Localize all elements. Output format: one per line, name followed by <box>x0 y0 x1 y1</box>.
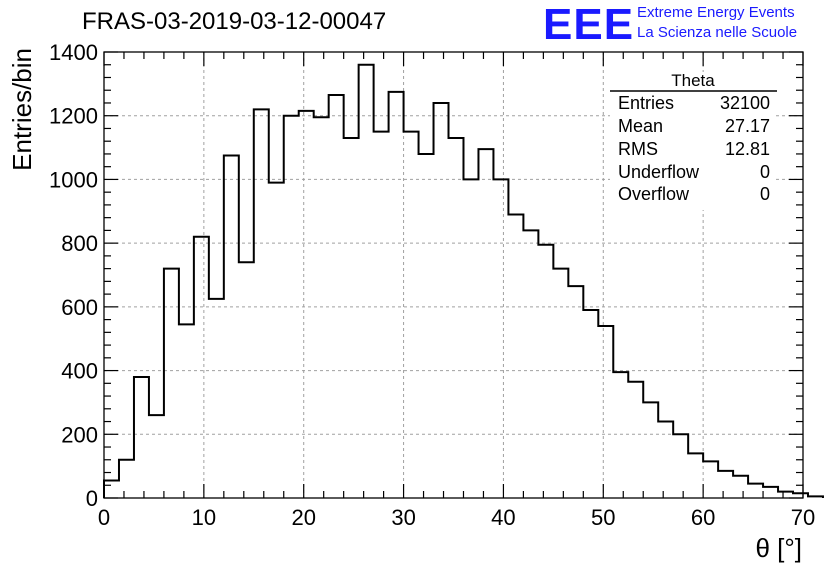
histogram-bin <box>299 111 314 498</box>
histogram-bin <box>523 230 538 498</box>
x-axis-title: θ [°] <box>755 533 802 563</box>
histogram-bin <box>673 434 688 498</box>
histogram-bin <box>763 487 778 498</box>
y-tick-label: 1000 <box>49 167 98 192</box>
histogram-bin <box>808 496 823 498</box>
histogram-bin <box>329 95 344 498</box>
histogram-bin <box>508 214 523 498</box>
y-axis-title: Entries/bin <box>7 48 37 171</box>
histogram-bin <box>718 471 733 498</box>
stats-box <box>610 72 776 210</box>
histogram-bin <box>134 377 149 498</box>
y-tick-label: 800 <box>61 231 98 256</box>
histogram-bin <box>449 138 464 498</box>
histogram-bin <box>419 154 434 498</box>
histogram-bin <box>493 179 508 498</box>
histogram-bin <box>314 117 329 498</box>
histogram-bin <box>434 103 449 498</box>
x-tick-label: 30 <box>391 505 415 530</box>
run-title: FRAS-03-2019-03-12-00047 <box>82 8 387 35</box>
stats-key: Overflow <box>618 184 690 204</box>
histogram-outline <box>103 63 824 498</box>
histogram-bin <box>688 453 703 498</box>
logo-line-2: La Scienza nelle Scuole <box>637 24 798 41</box>
histogram-bin <box>583 310 598 498</box>
logo-line-1: Extreme Energy Events <box>637 4 795 21</box>
stats-title: Theta <box>671 71 715 90</box>
stats-value: 0 <box>759 162 770 182</box>
y-tick-label: 200 <box>61 422 98 447</box>
y-tick-label: 1400 <box>49 40 98 65</box>
histogram-bin <box>733 476 748 498</box>
stats-row-underflow: Underflow 0 <box>618 162 770 184</box>
x-tick-label: 50 <box>591 505 615 530</box>
histogram-bin <box>613 372 628 498</box>
histogram-bin <box>643 402 658 498</box>
histogram-bin <box>404 132 419 498</box>
histogram-bin <box>179 324 194 498</box>
x-tick-label: 70 <box>791 505 815 530</box>
histogram-bin <box>553 269 568 498</box>
stats-value: 27.17 <box>724 116 770 136</box>
histogram-bin <box>239 262 254 498</box>
eee-logo-mark: EEE <box>543 0 635 49</box>
stats-row-mean: Mean 27.17 <box>618 116 770 138</box>
histogram-bin <box>538 245 553 498</box>
y-tick-label: 1200 <box>49 104 98 129</box>
histogram-bin <box>269 183 284 498</box>
histogram-bin <box>703 461 718 498</box>
y-tick-label: 400 <box>61 359 98 384</box>
x-tick-label: 40 <box>491 505 515 530</box>
histogram-bin <box>254 109 269 498</box>
histogram-bin <box>568 286 583 498</box>
stats-value: 12.81 <box>724 139 770 159</box>
histogram-bin <box>359 65 374 498</box>
plot-frame <box>103 51 804 499</box>
histogram-bin <box>748 484 763 498</box>
histogram-bin <box>374 132 389 498</box>
histogram-bin <box>658 422 673 498</box>
stats-value: 0 <box>759 184 770 204</box>
histogram-bin <box>344 138 359 498</box>
stats-value: 32100 <box>719 93 770 113</box>
histogram-bin <box>164 269 179 498</box>
x-tick-label: 10 <box>192 505 216 530</box>
stats-row-rms: RMS 12.81 <box>618 139 770 161</box>
y-tick-label: 600 <box>61 295 98 320</box>
stats-key: Underflow <box>618 162 700 182</box>
y-tick-label: 0 <box>86 486 98 511</box>
histogram-bars <box>103 63 824 498</box>
tick-labels: 0 10 20 30 40 50 60 70 0 200 400 600 800 1000 1200 1400 <box>49 40 815 530</box>
histogram-bin <box>194 237 209 498</box>
stats-key: Entries <box>618 93 675 113</box>
histogram-bin <box>463 179 478 498</box>
histogram-bin <box>389 92 404 498</box>
histogram-bin <box>119 460 134 498</box>
histogram-bin <box>224 156 239 498</box>
stats-key: Mean <box>618 116 664 136</box>
x-tick-label: 20 <box>291 505 315 530</box>
x-tick-label: 0 <box>98 505 110 530</box>
x-tick-label: 60 <box>691 505 715 530</box>
stats-row-entries: Entries 32100 <box>618 93 770 115</box>
histogram-bin <box>209 299 224 498</box>
histogram-bin <box>478 149 493 498</box>
stats-row-overflow: Overflow 0 <box>618 184 770 206</box>
histogram-bin <box>793 493 808 498</box>
stats-key: RMS <box>618 139 658 159</box>
histogram-bin <box>778 492 793 498</box>
histogram-bin <box>149 415 164 498</box>
histogram-bin <box>628 382 643 498</box>
histogram-bin <box>284 116 299 498</box>
histogram-bin <box>104 480 119 498</box>
histogram-bin <box>598 326 613 498</box>
